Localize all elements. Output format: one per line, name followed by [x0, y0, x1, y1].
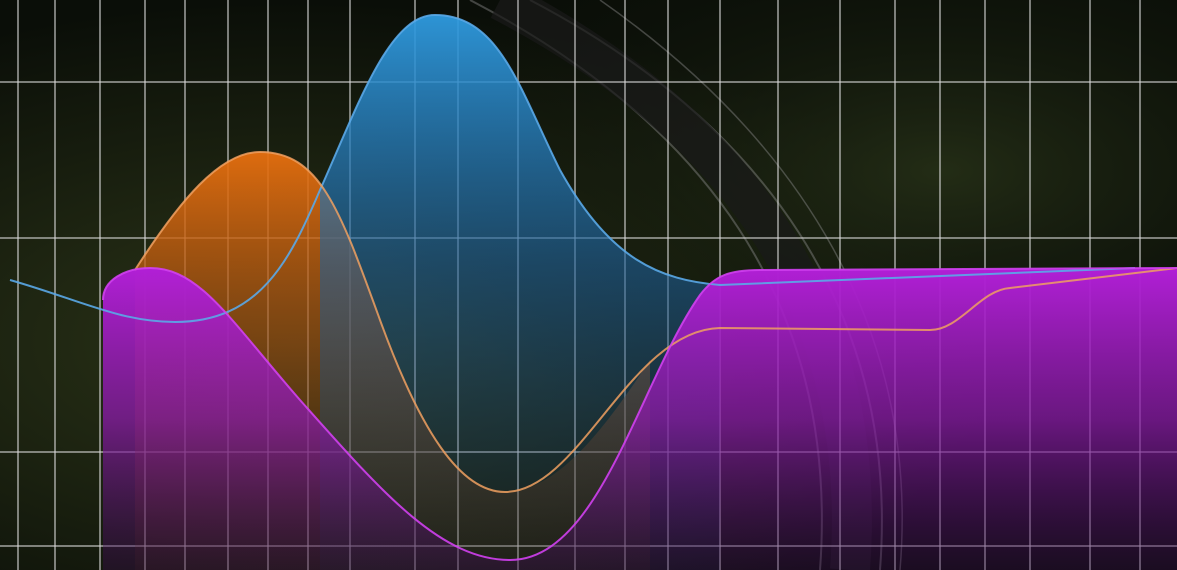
- blue-area: [320, 15, 720, 570]
- curve-lines: [9, 13, 1177, 562]
- purple-area: [103, 268, 1177, 570]
